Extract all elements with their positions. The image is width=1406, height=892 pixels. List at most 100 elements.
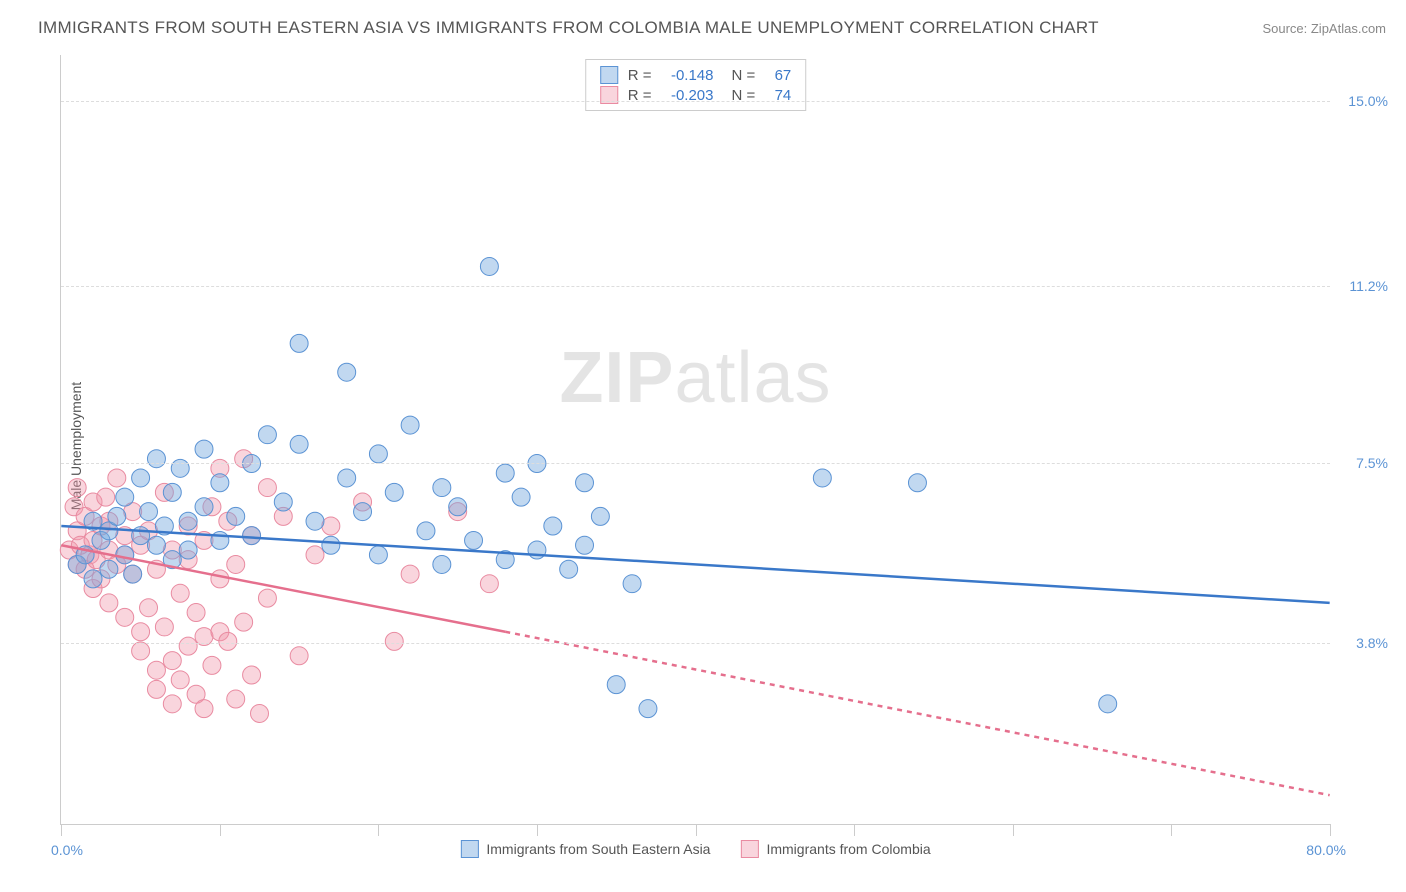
chart-svg — [61, 55, 1330, 824]
scatter-point — [449, 498, 467, 516]
scatter-point — [338, 363, 356, 381]
gridline — [61, 643, 1330, 644]
scatter-point — [290, 334, 308, 352]
scatter-point — [132, 642, 150, 660]
scatter-point — [258, 589, 276, 607]
legend-label: Immigrants from Colombia — [766, 841, 930, 857]
scatter-point — [108, 507, 126, 525]
gridline — [61, 463, 1330, 464]
scatter-point — [227, 555, 245, 573]
scatter-point — [544, 517, 562, 535]
scatter-point — [163, 695, 181, 713]
source-attribution: Source: ZipAtlas.com — [1262, 21, 1386, 36]
scatter-point — [68, 479, 86, 497]
y-tick-label: 15.0% — [1348, 93, 1388, 109]
scatter-point — [480, 575, 498, 593]
chart-title: IMMIGRANTS FROM SOUTH EASTERN ASIA VS IM… — [38, 18, 1099, 38]
x-tick — [854, 824, 855, 836]
scatter-point — [116, 546, 134, 564]
legend-swatch — [600, 66, 618, 84]
scatter-point — [385, 483, 403, 501]
scatter-point — [187, 604, 205, 622]
scatter-point — [140, 599, 158, 617]
scatter-point — [179, 541, 197, 559]
scatter-point — [147, 450, 165, 468]
scatter-point — [116, 488, 134, 506]
scatter-point — [108, 469, 126, 487]
x-tick — [1171, 824, 1172, 836]
y-tick-label: 11.2% — [1349, 278, 1388, 294]
x-tick — [378, 824, 379, 836]
scatter-point — [639, 700, 657, 718]
scatter-point — [155, 618, 173, 636]
scatter-point — [211, 570, 229, 588]
plot-area: ZIPatlas R =-0.148N =67R =-0.203N =74 Im… — [60, 55, 1330, 825]
scatter-point — [132, 623, 150, 641]
y-tick-label: 7.5% — [1356, 455, 1388, 471]
scatter-point — [147, 680, 165, 698]
scatter-point — [227, 690, 245, 708]
scatter-point — [813, 469, 831, 487]
legend-label: Immigrants from South Eastern Asia — [486, 841, 710, 857]
scatter-point — [211, 474, 229, 492]
trend-line — [505, 632, 1329, 795]
scatter-point — [576, 474, 594, 492]
scatter-point — [100, 594, 118, 612]
scatter-point — [908, 474, 926, 492]
scatter-point — [290, 435, 308, 453]
scatter-point — [147, 661, 165, 679]
scatter-point — [163, 652, 181, 670]
scatter-point — [354, 503, 372, 521]
x-axis-max-label: 80.0% — [1306, 842, 1346, 858]
scatter-point — [433, 555, 451, 573]
scatter-point — [560, 560, 578, 578]
bottom-legend: Immigrants from South Eastern Asia Immigr… — [460, 840, 930, 858]
x-axis-min-label: 0.0% — [51, 842, 83, 858]
scatter-point — [290, 647, 308, 665]
scatter-point — [401, 565, 419, 583]
scatter-point — [322, 536, 340, 554]
scatter-point — [433, 479, 451, 497]
scatter-point — [171, 671, 189, 689]
scatter-point — [385, 632, 403, 650]
legend-swatch — [740, 840, 758, 858]
stat-r-value: -0.148 — [658, 67, 714, 84]
scatter-point — [512, 488, 530, 506]
scatter-point — [251, 704, 269, 722]
scatter-point — [163, 483, 181, 501]
scatter-point — [179, 637, 197, 655]
scatter-point — [219, 632, 237, 650]
scatter-point — [179, 512, 197, 530]
trend-line — [61, 526, 1329, 603]
scatter-point — [124, 565, 142, 583]
scatter-point — [100, 560, 118, 578]
scatter-point — [132, 469, 150, 487]
y-tick-label: 3.8% — [1356, 635, 1388, 651]
scatter-point — [369, 445, 387, 463]
scatter-point — [480, 257, 498, 275]
x-tick — [220, 824, 221, 836]
scatter-point — [338, 469, 356, 487]
scatter-point — [417, 522, 435, 540]
scatter-point — [243, 527, 261, 545]
scatter-point — [576, 536, 594, 554]
scatter-point — [306, 546, 324, 564]
scatter-point — [227, 507, 245, 525]
scatter-point — [195, 440, 213, 458]
stat-r-label: R = — [628, 67, 652, 84]
stat-n-label: N = — [732, 67, 756, 84]
scatter-point — [235, 613, 253, 631]
scatter-point — [465, 531, 483, 549]
scatter-point — [116, 608, 134, 626]
x-tick — [61, 824, 62, 836]
gridline — [61, 286, 1330, 287]
scatter-point — [369, 546, 387, 564]
scatter-point — [322, 517, 340, 535]
scatter-point — [243, 666, 261, 684]
scatter-point — [274, 493, 292, 511]
scatter-point — [97, 488, 115, 506]
legend-item: Immigrants from South Eastern Asia — [460, 840, 710, 858]
scatter-point — [171, 584, 189, 602]
scatter-point — [203, 656, 221, 674]
gridline — [61, 101, 1330, 102]
